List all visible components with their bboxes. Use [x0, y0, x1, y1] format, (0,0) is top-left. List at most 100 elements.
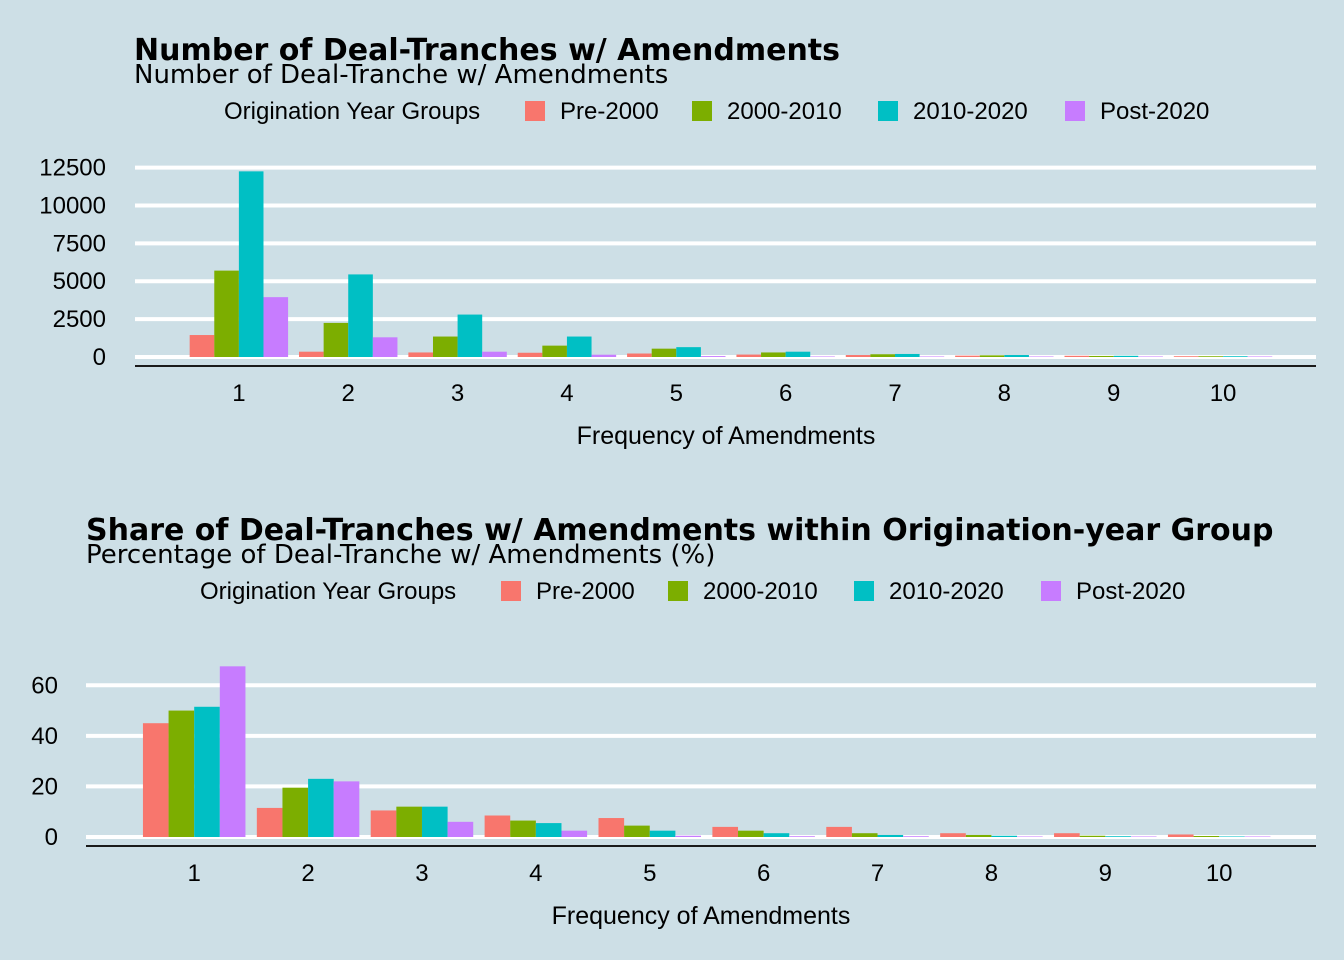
legend-key-post-2020 — [1041, 581, 1061, 601]
bar — [189, 335, 215, 357]
bar — [1193, 835, 1220, 837]
bar — [1219, 836, 1245, 837]
legend-key-pre-2000 — [501, 581, 521, 601]
x-tick-label: 9 — [1099, 860, 1112, 887]
x-axis-title: Frequency of Amendments — [552, 902, 851, 930]
y-tick-label: 5000 — [53, 268, 106, 295]
legend-label-2010-2020: 2010-2020 — [889, 578, 1004, 605]
bar — [447, 821, 474, 837]
x-tick-label: 1 — [232, 380, 245, 407]
bar — [484, 815, 511, 837]
bar — [1054, 833, 1080, 837]
bar — [408, 352, 433, 357]
bar — [940, 833, 966, 837]
bar — [542, 345, 567, 357]
bar — [845, 355, 871, 357]
legend: Origination Year Groups Pre-2000 2000-20… — [200, 578, 1185, 605]
bar — [432, 336, 458, 357]
x-tick-label: 7 — [871, 860, 884, 887]
bar — [591, 354, 617, 357]
x-tick-label: 10 — [1210, 380, 1237, 407]
bar — [421, 806, 448, 837]
bar — [712, 826, 739, 837]
x-tick-label: 6 — [757, 860, 770, 887]
bar — [168, 710, 195, 837]
bar — [219, 666, 246, 837]
y-axis-ticks: 0 2500 5000 7500 10000 12500 — [39, 155, 106, 371]
y-tick-label: 10000 — [39, 192, 106, 219]
y-tick-label: 20 — [31, 773, 58, 800]
legend: Origination Year Groups Pre-2000 2000-20… — [224, 98, 1209, 125]
x-tick-label: 2 — [301, 860, 314, 887]
legend-label-2010-2020: 2010-2020 — [913, 98, 1028, 125]
x-axis-ticks: 1 2 3 4 5 6 7 8 9 10 — [232, 380, 1236, 407]
grid — [135, 165, 1316, 359]
chart-title: Share of Deal-Tranches w/ Amendments wit… — [86, 513, 1273, 548]
bar — [738, 830, 764, 837]
y-tick-label: 7500 — [53, 230, 106, 257]
legend-label-post-2020: Post-2020 — [1100, 98, 1209, 125]
bar — [676, 347, 701, 357]
bar — [649, 830, 676, 837]
bar — [333, 781, 360, 837]
bar — [991, 835, 1018, 837]
bar — [761, 352, 786, 357]
x-tick-label: 5 — [643, 860, 656, 887]
bar — [763, 833, 790, 837]
bar — [1028, 356, 1054, 357]
bar — [1079, 835, 1106, 837]
bar — [1244, 836, 1271, 837]
chart-subtitle: Percentage of Deal-Tranche w/ Amendments… — [86, 540, 715, 570]
bar — [675, 835, 701, 837]
legend-key-pre-2000 — [525, 101, 545, 121]
bar — [1167, 834, 1194, 837]
bar — [517, 352, 543, 357]
bar — [1223, 356, 1248, 357]
legend-label-2000-2010: 2000-2010 — [703, 578, 818, 605]
bar — [1113, 355, 1139, 357]
x-tick-label: 10 — [1206, 860, 1233, 887]
bar — [877, 834, 904, 837]
bar — [308, 778, 334, 837]
y-tick-label: 0 — [45, 824, 58, 851]
bar — [785, 351, 811, 357]
bar — [194, 706, 220, 837]
bar — [955, 355, 980, 357]
bar — [919, 356, 945, 357]
y-axis-ticks: 0 20 40 60 — [31, 672, 58, 851]
bar — [598, 818, 625, 837]
count-chart: Number of Deal-Tranches w/ Amendments Nu… — [39, 33, 1316, 450]
x-tick-label: 4 — [529, 860, 542, 887]
x-tick-label: 9 — [1107, 380, 1120, 407]
bars — [189, 171, 1273, 357]
bar — [214, 270, 239, 357]
bar — [810, 356, 835, 357]
bar — [535, 823, 562, 837]
bar — [299, 351, 324, 357]
bars — [142, 666, 1271, 837]
bar — [396, 806, 422, 837]
bar — [979, 355, 1005, 357]
bar — [282, 787, 309, 837]
bar — [1198, 356, 1224, 357]
bar — [372, 337, 398, 357]
bar — [263, 297, 289, 357]
share-chart: Share of Deal-Tranches w/ Amendments wit… — [31, 513, 1316, 930]
bar — [789, 836, 815, 837]
y-tick-label: 40 — [31, 723, 58, 750]
bar — [482, 351, 507, 357]
bar — [700, 356, 726, 357]
x-tick-label: 4 — [560, 380, 573, 407]
legend-title: Origination Year Groups — [200, 578, 456, 605]
bar — [1089, 355, 1114, 357]
bar — [1130, 836, 1157, 837]
bar — [1173, 356, 1199, 357]
bar — [1247, 356, 1273, 357]
y-tick-label: 12500 — [39, 155, 106, 182]
bar — [851, 833, 878, 837]
bar — [627, 353, 652, 357]
bar — [142, 723, 169, 837]
bar — [903, 836, 929, 837]
legend-key-post-2020 — [1065, 101, 1085, 121]
